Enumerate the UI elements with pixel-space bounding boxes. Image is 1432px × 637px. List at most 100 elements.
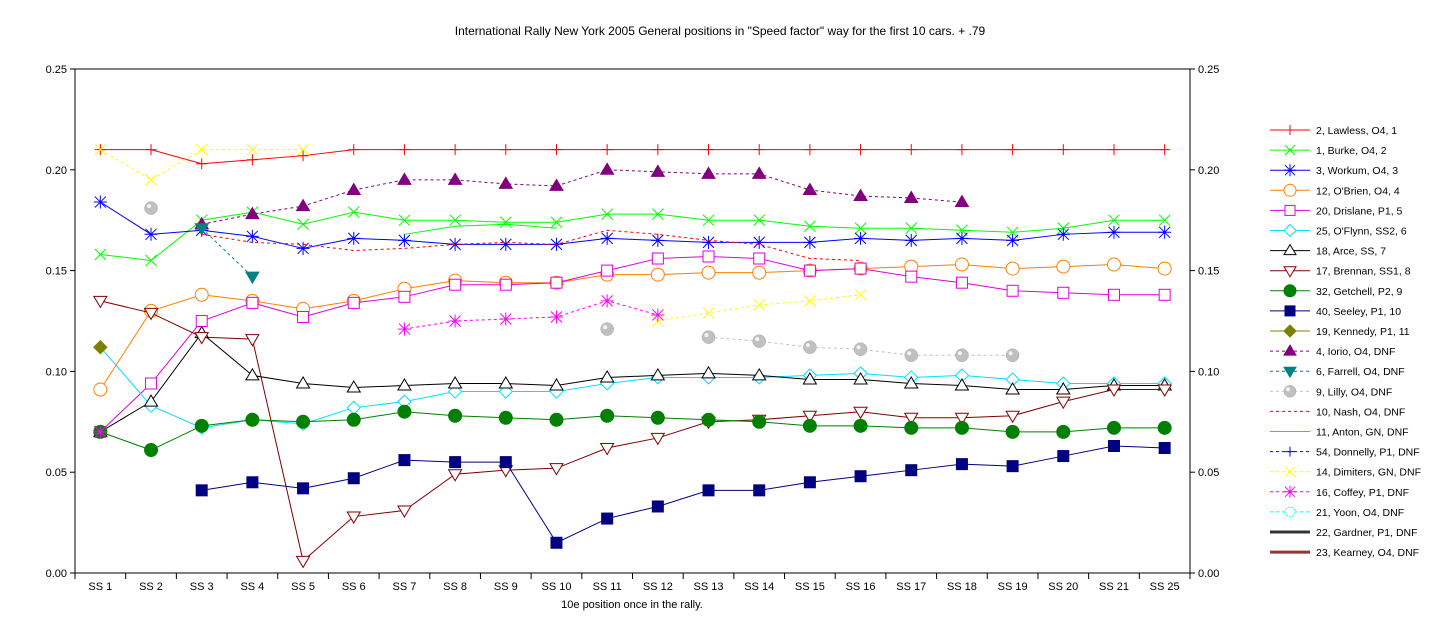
data-point	[701, 166, 716, 179]
legend-label: 12, O'Brien, O4, 4	[1316, 185, 1400, 197]
data-point	[954, 257, 969, 272]
data-point	[803, 264, 816, 277]
data-point	[550, 536, 563, 549]
data-point	[550, 276, 563, 289]
y-axis-left: 0.00 0.05 0.10 0.15 0.20 0.25	[46, 64, 75, 580]
legend: 2, Lawless, O4, 1 1, Burke, O4, 2 3, Worku…	[1270, 125, 1421, 559]
data-point	[1284, 144, 1296, 156]
data-point	[853, 371, 868, 385]
data-point	[802, 418, 817, 433]
data-point	[702, 214, 715, 227]
legend-item: 12, O'Brien, O4, 4	[1270, 183, 1400, 197]
data-point	[1284, 305, 1296, 317]
data-point	[802, 371, 818, 385]
data-point	[650, 367, 666, 381]
y-tick-label-right: 0.10	[1198, 366, 1219, 378]
series-line	[201, 229, 861, 262]
data-point	[346, 511, 362, 525]
legend-label: 40, Seeley, P1, 10	[1316, 306, 1401, 318]
data-point	[398, 290, 411, 303]
data-point	[955, 458, 968, 471]
data-point	[904, 420, 919, 435]
data-point	[751, 166, 767, 179]
data-point	[1106, 257, 1121, 272]
x-axis: SS 1 SS 2 SS 3 SS 4 SS 5 SS 6 SS 7 SS 8 SS 9 SS 1…	[74, 573, 1191, 593]
legend-label: 32, Getchell, P2, 9	[1316, 286, 1403, 298]
data-point	[245, 271, 260, 285]
legend-label: 16, Coffey, P1, DNF	[1316, 487, 1409, 499]
data-point	[499, 278, 512, 291]
data-point-highlight	[704, 333, 709, 338]
data-point	[1284, 164, 1296, 177]
data-point	[804, 294, 816, 307]
data-point	[1005, 424, 1020, 439]
data-point	[651, 308, 665, 322]
data-point	[1283, 344, 1297, 356]
data-point	[397, 233, 411, 247]
series-15	[201, 229, 861, 262]
data-point	[296, 414, 311, 429]
data-point-highlight	[957, 351, 962, 356]
data-point	[955, 231, 969, 245]
y-tick-label-left: 0.00	[46, 568, 67, 580]
series-line	[100, 300, 1165, 562]
data-point	[854, 470, 867, 483]
legend-label: 17, Brennan, SS1, 8	[1316, 266, 1411, 278]
data-point	[93, 195, 107, 209]
data-point	[346, 412, 361, 427]
data-point	[549, 378, 564, 391]
legend-item: 18, Arce, SS, 7	[1270, 243, 1386, 258]
legend-item: 25, O'Flynn, SS2, 6	[1270, 223, 1407, 238]
y-tick-label-right: 0.25	[1198, 64, 1219, 76]
x-tick-label: SS 19	[998, 581, 1028, 593]
data-point	[346, 182, 362, 195]
data-point	[651, 500, 664, 513]
data-point	[93, 340, 108, 355]
data-point	[550, 144, 562, 156]
series-line	[99, 264, 1165, 390]
legend-item: 10, Nash, O4, DNF	[1270, 406, 1405, 418]
data-point	[498, 376, 514, 389]
data-point	[347, 231, 361, 245]
data-point	[295, 198, 311, 212]
x-tick-label: SS 3	[190, 581, 214, 593]
data-point	[853, 406, 868, 420]
x-tick-label: SS 15	[795, 581, 825, 593]
series-1	[94, 144, 1171, 170]
data-point	[1055, 396, 1071, 410]
data-point	[1107, 439, 1120, 452]
data-point	[854, 222, 867, 235]
data-point	[1283, 284, 1297, 298]
y-tick-label-left: 0.20	[46, 165, 67, 177]
data-point	[143, 394, 159, 407]
data-point	[701, 265, 716, 280]
data-point	[246, 154, 258, 166]
data-point	[1283, 266, 1297, 278]
data-point	[956, 144, 968, 156]
data-point	[245, 334, 260, 347]
data-point-highlight	[147, 204, 152, 209]
data-point	[550, 216, 563, 229]
data-point	[348, 144, 360, 156]
data-point-highlight	[755, 337, 760, 342]
data-point	[447, 469, 463, 482]
data-point	[802, 410, 818, 424]
data-point	[1158, 288, 1171, 301]
y-tick-label-left: 0.25	[46, 64, 67, 76]
y-tick-label-right: 0.15	[1198, 266, 1219, 278]
data-point	[1056, 259, 1071, 274]
data-point	[853, 418, 868, 433]
legend-label: 10, Nash, O4, DNF	[1316, 406, 1405, 418]
data-point	[600, 231, 614, 245]
data-point	[1284, 506, 1296, 518]
data-point	[143, 307, 159, 321]
data-point	[245, 367, 260, 381]
data-point	[1159, 144, 1171, 156]
data-point	[1007, 144, 1019, 156]
data-point	[145, 377, 158, 390]
series-line	[100, 149, 1165, 165]
series-12	[194, 162, 970, 230]
data-point	[652, 144, 664, 156]
legend-label: 25, O'Flynn, SS2, 6	[1316, 226, 1407, 238]
